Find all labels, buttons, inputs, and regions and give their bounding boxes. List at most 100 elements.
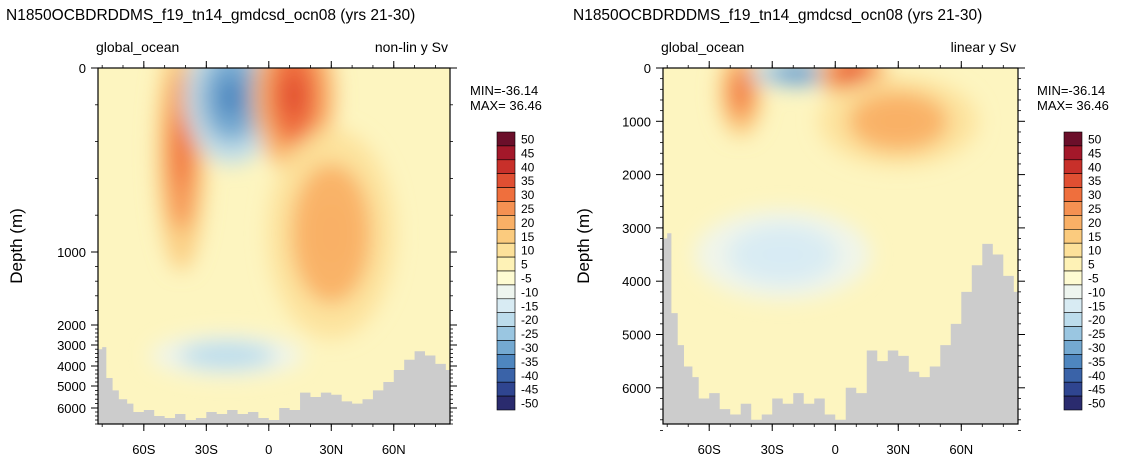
y-tick-label: 4000 <box>622 274 651 289</box>
colorbar-label: -20 <box>521 313 539 327</box>
colorbar-swatch <box>1063 173 1083 188</box>
colorbar-label: 50 <box>1088 132 1102 146</box>
colorbar-swatch <box>1063 354 1083 369</box>
colorbar-swatch <box>496 284 516 300</box>
colorbar-swatch <box>496 354 516 369</box>
colorbar-swatch <box>1063 131 1083 147</box>
left-plot-panel: N1850OCBDRDDMS_f19_tn14_gmdcsd_ocn08 (yr… <box>6 7 542 457</box>
colorbar-swatch <box>496 367 516 383</box>
colorbar-swatch <box>1063 145 1083 161</box>
colorbar-swatch <box>496 242 516 258</box>
x-tick-label: 30S <box>195 442 218 457</box>
x-tick-label: 60S <box>698 442 721 457</box>
colorbar-label: -20 <box>1088 313 1106 327</box>
colorbar-label: -25 <box>1088 327 1106 341</box>
colorbar-label: 30 <box>521 188 535 202</box>
field-cell <box>217 77 245 118</box>
colorbar-swatch <box>1063 312 1083 327</box>
colorbar-swatch <box>1063 159 1083 175</box>
y-axis-label: Depth (m) <box>574 208 593 284</box>
colorbar-swatch <box>496 215 516 230</box>
colorbar-swatch <box>1063 367 1083 383</box>
colorbar-label: 20 <box>521 216 535 230</box>
x-tick-label: 0 <box>265 442 272 457</box>
min-value: MIN=-36.14 <box>470 83 538 98</box>
colorbar-swatch <box>1063 298 1083 313</box>
y-tick-label: 3000 <box>622 221 651 236</box>
y-tick-label: 2000 <box>622 168 651 183</box>
plot-frame <box>662 67 1019 425</box>
colorbar-swatch <box>1063 215 1083 230</box>
colorbar-swatch <box>496 326 516 341</box>
land-mask <box>663 233 1018 424</box>
y-tick-label: 0 <box>644 61 651 76</box>
max-value: MAX= 36.46 <box>1037 98 1109 113</box>
y-tick-label: 3000 <box>57 338 86 353</box>
x-tick-label: 30S <box>761 442 784 457</box>
colorbar-label: 40 <box>521 160 535 174</box>
colorbar-label: -30 <box>1088 341 1106 355</box>
colorbar-swatch <box>1063 381 1083 397</box>
colorbar-swatch <box>1063 229 1083 244</box>
plot-title: N1850OCBDRDDMS_f19_tn14_gmdcsd_ocn08 (yr… <box>6 7 415 24</box>
colorbar-swatch <box>1063 201 1083 216</box>
field-cell <box>282 73 306 119</box>
field-cell <box>757 241 808 269</box>
colorbar-label: 5 <box>1088 258 1095 272</box>
colorbar-label: -50 <box>521 397 539 411</box>
colorbar-label: -35 <box>1088 355 1106 369</box>
colorbar-label: -40 <box>521 369 539 383</box>
colorbar-swatch <box>496 229 516 244</box>
colorbar: 5045403530252015105-5-10-15-20-25-30-35-… <box>496 131 539 411</box>
chart-svg: N1850OCBDRDDMS_f19_tn14_gmdcsd_ocn08 (yr… <box>6 7 542 457</box>
y-tick-label: 5000 <box>622 328 651 343</box>
min-value: MIN=-36.14 <box>1037 83 1105 98</box>
colorbar-label: -10 <box>521 285 539 299</box>
field-cell <box>734 78 748 106</box>
overturning-field <box>663 68 1018 424</box>
colorbar-label: -25 <box>521 327 539 341</box>
colorbar-swatch <box>496 312 516 327</box>
y-tick-label: 6000 <box>622 381 651 396</box>
colorbar-swatch <box>496 395 516 411</box>
colorbar-label: -45 <box>1088 383 1106 397</box>
colorbar-label: 25 <box>1088 202 1102 216</box>
colorbar-swatch <box>496 270 516 286</box>
plot-frame <box>97 67 451 425</box>
field-cell <box>313 202 350 266</box>
colorbar-swatch <box>1063 187 1083 202</box>
scale-label: linear y Sv <box>951 39 1016 55</box>
colorbar-swatch <box>496 187 516 202</box>
colorbar-label: -5 <box>521 271 532 285</box>
colorbar-swatch <box>496 201 516 216</box>
colorbar-swatch <box>1063 270 1083 286</box>
field-cell <box>783 68 811 78</box>
colorbar-label: -50 <box>1088 397 1106 411</box>
y-axis-label: Depth (m) <box>7 208 26 284</box>
overturning-field <box>98 68 450 424</box>
colorbar-label: 45 <box>521 146 535 160</box>
y-tick-label: 6000 <box>57 401 86 416</box>
colorbar: 5045403530252015105-5-10-15-20-25-30-35-… <box>1063 131 1106 411</box>
colorbar-swatch <box>496 131 516 147</box>
plot-title: N1850OCBDRDDMS_f19_tn14_gmdcsd_ocn08 (yr… <box>573 7 982 24</box>
y-tick-label: 2000 <box>57 318 86 333</box>
field-cell <box>174 114 189 187</box>
region-label: global_ocean <box>96 39 179 55</box>
x-tick-label: 0 <box>832 442 839 457</box>
field-cell <box>205 349 249 362</box>
colorbar-label: 45 <box>1088 146 1102 160</box>
colorbar-label: 10 <box>521 244 535 258</box>
colorbar-swatch <box>1063 326 1083 341</box>
colorbar-label: -5 <box>1088 271 1099 285</box>
colorbar-label: -30 <box>521 341 539 355</box>
colorbar-label: -40 <box>1088 369 1106 383</box>
colorbar-swatch <box>496 340 516 355</box>
colorbar-label: -15 <box>1088 299 1106 313</box>
chart-svg: N1850OCBDRDDMS_f19_tn14_gmdcsd_ocn08 (yr… <box>573 7 1109 457</box>
field-cell <box>842 68 862 81</box>
colorbar-label: 35 <box>521 174 535 188</box>
colorbar-label: 50 <box>521 132 535 146</box>
field-cell <box>875 107 921 135</box>
land-mask <box>98 347 450 424</box>
